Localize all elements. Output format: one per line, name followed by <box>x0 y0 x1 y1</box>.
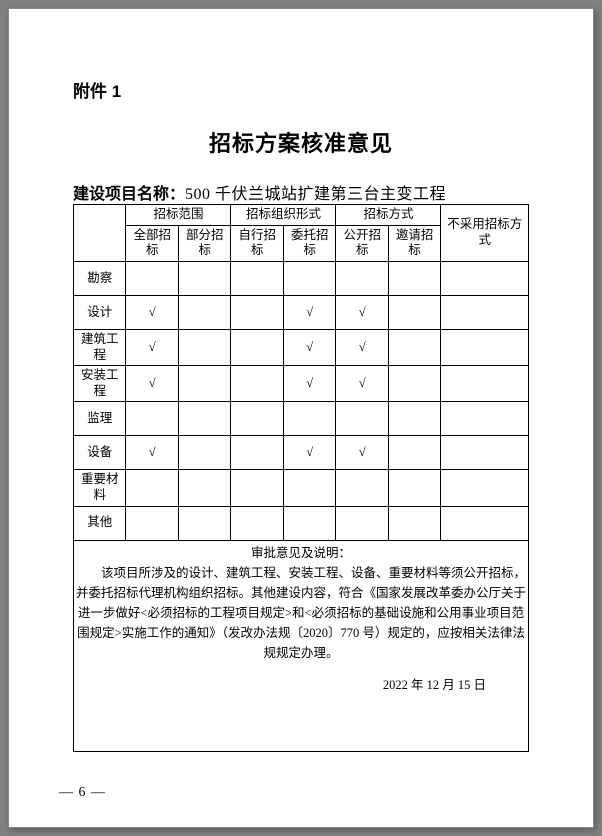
notes-date: 2022 年 12 月 15 日 <box>76 675 526 695</box>
cell-invite <box>388 470 441 506</box>
table-header-row-1: 招标范围 招标组织形式 招标方式 不采用招标方式 <box>74 205 529 226</box>
row-label: 其他 <box>74 506 126 540</box>
cell-delegate: √ <box>283 366 336 402</box>
attachment-label: 附件 1 <box>73 77 529 102</box>
table-row: 设计√√√ <box>74 295 529 329</box>
cell-open <box>336 506 388 540</box>
cell-full <box>126 261 178 295</box>
cell-delegate: √ <box>283 295 336 329</box>
cell-none <box>441 436 529 470</box>
cell-partial <box>178 329 231 365</box>
cell-none <box>441 470 529 506</box>
cell-full: √ <box>126 329 178 365</box>
cell-full: √ <box>126 295 178 329</box>
header-scope: 招标范围 <box>126 205 231 226</box>
header-delegate: 委托招标 <box>283 225 336 261</box>
cell-open: √ <box>336 295 388 329</box>
cell-none <box>441 366 529 402</box>
page-number: — 6 — <box>59 785 106 801</box>
cell-self <box>231 470 283 506</box>
table-row: 监理 <box>74 402 529 436</box>
cell-self <box>231 261 283 295</box>
header-full: 全部招标 <box>126 225 178 261</box>
row-label: 设计 <box>74 295 126 329</box>
row-label: 勘察 <box>74 261 126 295</box>
cell-invite <box>388 506 441 540</box>
cell-partial <box>178 295 231 329</box>
cell-full <box>126 470 178 506</box>
header-org: 招标组织形式 <box>231 205 336 226</box>
cell-self <box>231 402 283 436</box>
cell-open: √ <box>336 436 388 470</box>
table-row: 勘察 <box>74 261 529 295</box>
cell-delegate: √ <box>283 329 336 365</box>
cell-invite <box>388 261 441 295</box>
project-name: 500 千伏兰城站扩建第三台主变工程 <box>185 186 446 203</box>
header-method: 招标方式 <box>336 205 441 226</box>
page-container: 附件 1 招标方案核准意见 建设项目名称：500 千伏兰城站扩建第三台主变工程 … <box>8 8 594 828</box>
header-self: 自行招标 <box>231 225 283 261</box>
cell-partial <box>178 366 231 402</box>
row-label: 设备 <box>74 436 126 470</box>
cell-delegate <box>283 506 336 540</box>
cell-open: √ <box>336 366 388 402</box>
cell-open <box>336 261 388 295</box>
project-label: 建设项目名称： <box>73 186 185 203</box>
cell-none <box>441 506 529 540</box>
table-row: 建筑工程√√√ <box>74 329 529 365</box>
notes-cell: 审批意见及说明： 该项目所涉及的设计、建筑工程、安装工程、设备、重要材料等须公开… <box>74 540 529 751</box>
table-row: 设备√√√ <box>74 436 529 470</box>
cell-open <box>336 470 388 506</box>
row-label: 安装工程 <box>74 366 126 402</box>
cell-open <box>336 402 388 436</box>
cell-delegate: √ <box>283 436 336 470</box>
cell-self <box>231 436 283 470</box>
cell-delegate <box>283 261 336 295</box>
notes-body-text: 该项目所涉及的设计、建筑工程、安装工程、设备、重要材料等须公开招标，并委托招标代… <box>76 563 526 663</box>
header-partial: 部分招标 <box>178 225 231 261</box>
cell-self <box>231 295 283 329</box>
row-label: 建筑工程 <box>74 329 126 365</box>
cell-partial <box>178 506 231 540</box>
cell-invite <box>388 329 441 365</box>
cell-invite <box>388 402 441 436</box>
cell-invite <box>388 295 441 329</box>
cell-self <box>231 366 283 402</box>
cell-partial <box>178 436 231 470</box>
row-label: 重要材料 <box>74 470 126 506</box>
cell-delegate <box>283 402 336 436</box>
cell-invite <box>388 366 441 402</box>
cell-none <box>441 261 529 295</box>
cell-self <box>231 506 283 540</box>
table-row: 安装工程√√√ <box>74 366 529 402</box>
table-row: 其他 <box>74 506 529 540</box>
project-name-line: 建设项目名称：500 千伏兰城站扩建第三台主变工程 <box>73 180 529 204</box>
cell-none <box>441 402 529 436</box>
cell-partial <box>178 261 231 295</box>
cell-partial <box>178 470 231 506</box>
cell-full <box>126 506 178 540</box>
notes-title: 审批意见及说明： <box>76 543 526 563</box>
table-row: 重要材料 <box>74 470 529 506</box>
document-title: 招标方案核准意见 <box>73 126 529 158</box>
cell-partial <box>178 402 231 436</box>
cell-full: √ <box>126 366 178 402</box>
header-invite: 邀请招标 <box>388 225 441 261</box>
page-content: 附件 1 招标方案核准意见 建设项目名称：500 千伏兰城站扩建第三台主变工程 … <box>9 9 593 784</box>
cell-self <box>231 329 283 365</box>
header-category-blank <box>74 205 126 262</box>
cell-delegate <box>283 470 336 506</box>
header-open: 公开招标 <box>336 225 388 261</box>
cell-full <box>126 402 178 436</box>
cell-full: √ <box>126 436 178 470</box>
cell-invite <box>388 436 441 470</box>
row-label: 监理 <box>74 402 126 436</box>
cell-none <box>441 329 529 365</box>
notes-row: 审批意见及说明： 该项目所涉及的设计、建筑工程、安装工程、设备、重要材料等须公开… <box>74 540 529 751</box>
header-none: 不采用招标方式 <box>441 205 529 262</box>
cell-open: √ <box>336 329 388 365</box>
approval-table: 招标范围 招标组织形式 招标方式 不采用招标方式 全部招标 部分招标 自行招标 … <box>73 204 529 752</box>
cell-none <box>441 295 529 329</box>
